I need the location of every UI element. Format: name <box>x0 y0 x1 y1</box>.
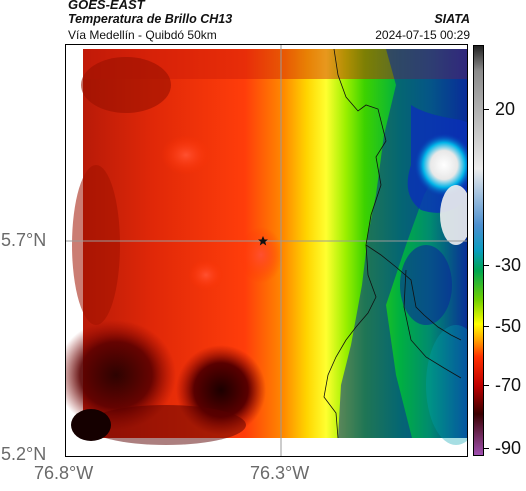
colorbar-label: -90 <box>495 438 522 458</box>
satellite-title: GOES-EAST <box>68 0 145 12</box>
department-boundary <box>403 269 462 379</box>
colorbar-label: 20 <box>495 99 516 119</box>
lon-label: 76.8°W <box>34 463 94 483</box>
product-title: Temperatura de Brillo CH13 <box>68 12 233 26</box>
colorbar-label: -70 <box>495 375 522 395</box>
colorbar <box>473 45 484 456</box>
timestamp-label: 2024-07-15 00:29 <box>375 28 470 42</box>
organization-label: SIATA <box>434 12 470 26</box>
map-panel[interactable] <box>65 44 468 457</box>
colorbar-tick <box>484 326 489 327</box>
colorbar-tick <box>484 265 489 266</box>
lon-label: 76.3°W <box>250 463 310 483</box>
lat-label: 5.7°N <box>1 230 47 250</box>
colorbar-label: -50 <box>495 316 522 336</box>
department-boundary <box>365 244 462 341</box>
region-subtitle: Vía Medellín - Quibdó 50km <box>68 28 217 42</box>
colorbar-label: -30 <box>495 255 522 275</box>
temperature-map <box>66 45 467 456</box>
lat-label: 5.2°N <box>1 444 47 464</box>
colorbar-tick <box>484 448 489 449</box>
colorbar-tick <box>484 385 489 386</box>
star-icon <box>258 236 268 246</box>
colorbar-tick <box>484 109 489 110</box>
